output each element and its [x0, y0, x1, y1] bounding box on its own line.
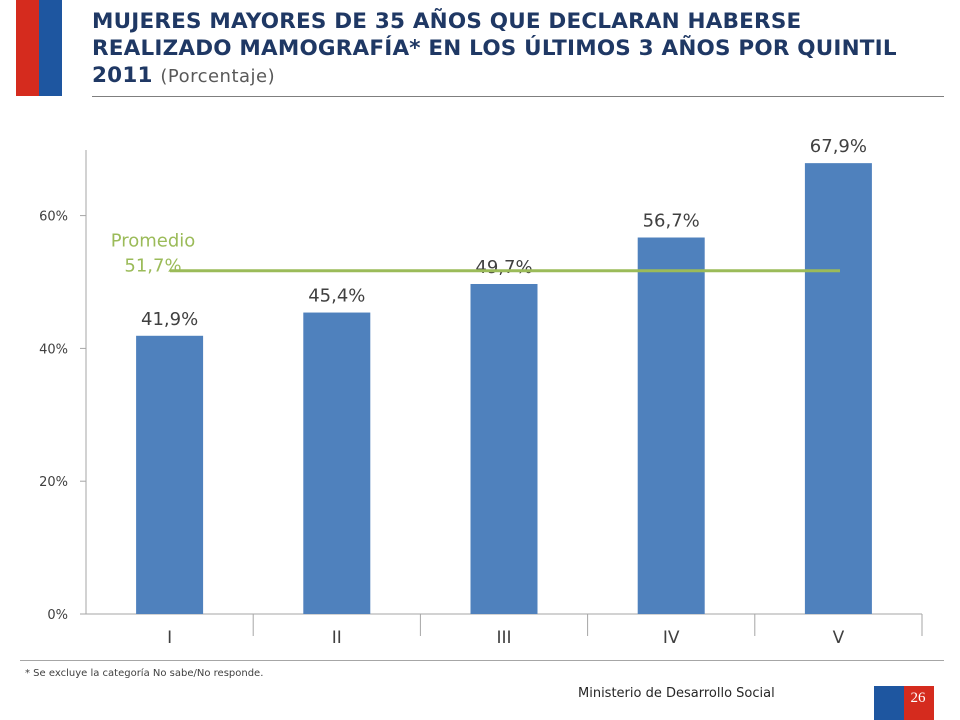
footer-divider — [20, 660, 944, 661]
page-number: 26 — [910, 690, 926, 706]
page-number-badge — [874, 686, 934, 720]
bar — [804, 163, 872, 615]
flag-blue-stripe — [39, 0, 62, 96]
x-tick-label: I — [167, 628, 172, 648]
x-tick-label: IV — [663, 628, 680, 648]
title-divider — [92, 96, 944, 97]
data-label: 45,4% — [308, 286, 365, 307]
y-tick-label: 60% — [39, 210, 68, 225]
ministry-name: Ministerio de Desarrollo Social — [578, 686, 775, 701]
page-title: MUJERES MAYORES DE 35 AÑOS QUE DECLARAN … — [92, 8, 932, 90]
y-tick-label: 0% — [47, 608, 68, 623]
average-value-label: 51,7% — [124, 256, 181, 277]
data-label: 56,7% — [643, 211, 700, 232]
flag-logo — [16, 0, 62, 96]
badge-blue — [874, 686, 904, 720]
bar — [637, 237, 705, 614]
bar-chart: 0% 20% 40% 60% 41,9% I 45,4% II 49,7% III 56,7% IV 6… — [39, 136, 923, 648]
badge-red — [904, 686, 934, 720]
y-tick-label: 40% — [39, 342, 68, 357]
y-tick-label: 20% — [39, 475, 68, 490]
title-text: MUJERES MAYORES DE 35 AÑOS QUE DECLARAN … — [92, 9, 897, 88]
footnote: * Se excluye la categoría No sabe/No res… — [25, 668, 264, 679]
bar — [470, 283, 538, 614]
average-label: Promedio — [111, 231, 196, 252]
x-tick-label: III — [496, 628, 511, 648]
data-label: 67,9% — [810, 136, 867, 157]
data-label: 49,7% — [475, 257, 532, 278]
data-label: 41,9% — [141, 309, 198, 330]
title-subtitle: (Porcentaje) — [160, 66, 276, 87]
x-tick-label: V — [833, 628, 845, 648]
bar — [303, 312, 371, 614]
flag-red-stripe — [16, 0, 39, 96]
x-tick-label: II — [332, 628, 342, 648]
bar — [136, 335, 204, 614]
